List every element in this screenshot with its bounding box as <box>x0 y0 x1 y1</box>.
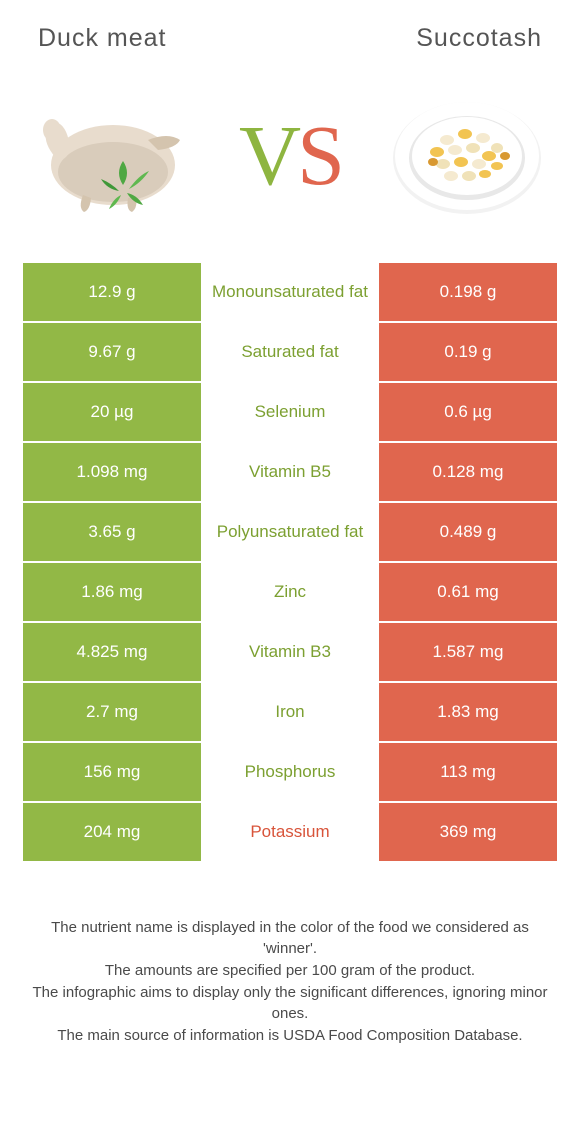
value-right: 0.198 g <box>379 263 557 321</box>
nutrient-name: Polyunsaturated fat <box>201 503 379 561</box>
hero-row: VS <box>0 53 580 263</box>
title-left: Duck meat <box>38 24 166 53</box>
nutrient-name: Vitamin B3 <box>201 623 379 681</box>
vs-label: VS <box>239 105 341 205</box>
value-left: 12.9 g <box>23 263 201 321</box>
value-right: 1.587 mg <box>379 623 557 681</box>
value-left: 4.825 mg <box>23 623 201 681</box>
value-right: 369 mg <box>379 803 557 861</box>
nutrient-row: 12.9 gMonounsaturated fat0.198 g <box>23 263 557 321</box>
value-right: 1.83 mg <box>379 683 557 741</box>
value-right: 113 mg <box>379 743 557 801</box>
value-left: 2.7 mg <box>23 683 201 741</box>
nutrient-row: 156 mgPhosphorus113 mg <box>23 743 557 801</box>
nutrient-table: 12.9 gMonounsaturated fat0.198 g9.67 gSa… <box>23 263 557 861</box>
value-right: 0.61 mg <box>379 563 557 621</box>
value-left: 3.65 g <box>23 503 201 561</box>
duck-meat-image <box>28 85 198 225</box>
nutrient-row: 1.098 mgVitamin B50.128 mg <box>23 443 557 501</box>
nutrient-name: Saturated fat <box>201 323 379 381</box>
nutrient-name: Vitamin B5 <box>201 443 379 501</box>
value-left: 9.67 g <box>23 323 201 381</box>
value-right: 0.19 g <box>379 323 557 381</box>
value-left: 1.098 mg <box>23 443 201 501</box>
footer-line-1: The nutrient name is displayed in the co… <box>30 917 550 959</box>
nutrient-row: 4.825 mgVitamin B31.587 mg <box>23 623 557 681</box>
value-left: 1.86 mg <box>23 563 201 621</box>
header: Duck meat Succotash <box>0 0 580 53</box>
footer-line-4: The main source of information is USDA F… <box>30 1025 550 1046</box>
nutrient-name: Zinc <box>201 563 379 621</box>
value-left: 20 µg <box>23 383 201 441</box>
footer-notes: The nutrient name is displayed in the co… <box>30 917 550 1046</box>
footer-line-2: The amounts are specified per 100 gram o… <box>30 960 550 981</box>
nutrient-row: 20 µgSelenium0.6 µg <box>23 383 557 441</box>
value-right: 0.6 µg <box>379 383 557 441</box>
nutrient-row: 2.7 mgIron1.83 mg <box>23 683 557 741</box>
vs-s: S <box>297 105 341 205</box>
value-right: 0.128 mg <box>379 443 557 501</box>
nutrient-name: Selenium <box>201 383 379 441</box>
nutrient-row: 204 mgPotassium369 mg <box>23 803 557 861</box>
nutrient-row: 3.65 gPolyunsaturated fat0.489 g <box>23 503 557 561</box>
title-right: Succotash <box>416 24 542 53</box>
nutrient-name: Potassium <box>201 803 379 861</box>
nutrient-row: 9.67 gSaturated fat0.19 g <box>23 323 557 381</box>
vs-v: V <box>239 105 297 205</box>
value-left: 156 mg <box>23 743 201 801</box>
succotash-image <box>382 85 552 225</box>
nutrient-name: Monounsaturated fat <box>201 263 379 321</box>
nutrient-name: Iron <box>201 683 379 741</box>
value-left: 204 mg <box>23 803 201 861</box>
nutrient-row: 1.86 mgZinc0.61 mg <box>23 563 557 621</box>
nutrient-name: Phosphorus <box>201 743 379 801</box>
footer-line-3: The infographic aims to display only the… <box>30 982 550 1024</box>
value-right: 0.489 g <box>379 503 557 561</box>
